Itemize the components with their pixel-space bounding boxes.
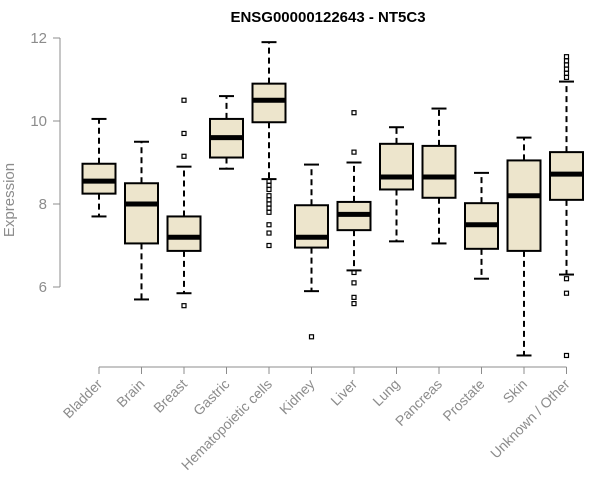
x-tick-label: Lung	[369, 376, 402, 409]
outlier-point	[266, 222, 272, 228]
box-group	[81, 117, 117, 218]
outlier-point	[181, 130, 187, 137]
box-group	[506, 136, 542, 357]
box-group	[124, 140, 159, 301]
outlier-point	[351, 269, 357, 276]
outlier-point	[266, 182, 272, 188]
box-iqr	[379, 142, 414, 191]
x-tick-label: Skin	[500, 376, 531, 407]
outlier-point	[563, 74, 570, 81]
x-tick-label: Kidney	[276, 376, 318, 418]
x-tick-label: Liver	[327, 376, 360, 409]
x-tick-label: Brain	[113, 376, 147, 410]
box-group	[379, 126, 414, 243]
outlier-point	[266, 178, 272, 184]
outlier-point	[266, 197, 272, 203]
outlier-point	[351, 294, 357, 300]
outlier-point	[266, 201, 272, 207]
outlier-point	[181, 153, 187, 159]
box-group	[464, 171, 499, 280]
outlier-point	[563, 290, 570, 296]
box-iqr	[251, 82, 287, 124]
outlier-point	[308, 334, 315, 340]
outlier-point	[351, 149, 357, 155]
boxes-group	[81, 41, 584, 359]
box-iqr	[166, 215, 202, 252]
chart-title: ENSG00000122643 - NT5C3	[230, 9, 425, 26]
outlier-point	[266, 242, 272, 249]
box-group	[209, 95, 244, 170]
outlier-point	[266, 205, 272, 211]
y-tick-label: 6	[39, 279, 47, 296]
box-iqr	[124, 182, 159, 245]
outlier-point	[266, 186, 272, 193]
x-tick-label: Prostate	[439, 376, 487, 424]
outlier-point	[266, 230, 272, 236]
box-group	[336, 110, 372, 307]
y-axis: 6 8 10 12	[30, 30, 61, 296]
x-tick-label: Breast	[150, 376, 190, 416]
outlier-point	[563, 352, 570, 359]
outlier-point	[563, 62, 570, 68]
outlier-point	[351, 110, 357, 116]
y-tick-label: 8	[39, 196, 47, 213]
outlier-point	[563, 66, 570, 72]
outlier-point	[181, 303, 187, 309]
y-tick-label: 10	[30, 113, 47, 130]
box-group	[166, 97, 202, 309]
x-tick-label: Bladder	[60, 376, 106, 422]
box-group	[294, 163, 329, 340]
outlier-point	[181, 97, 187, 103]
box-group	[421, 107, 457, 245]
x-tick-label: Pancreas	[392, 376, 445, 429]
box-iqr	[294, 204, 329, 249]
x-tick-label: Unknown / Other	[487, 376, 573, 462]
outlier-point	[351, 280, 357, 286]
outlier-point	[266, 193, 272, 199]
box-iqr	[421, 144, 457, 199]
outlier-point	[266, 209, 272, 215]
y-axis-label: Expression	[1, 163, 18, 237]
outlier-point	[563, 58, 570, 64]
outlier-point	[351, 301, 357, 307]
outlier-point	[563, 54, 570, 60]
box-group	[549, 54, 584, 359]
y-tick-label: 12	[30, 30, 47, 47]
outlier-point	[563, 276, 570, 282]
outlier-point	[563, 70, 570, 76]
box-group	[251, 41, 287, 249]
box-iqr	[506, 159, 542, 252]
